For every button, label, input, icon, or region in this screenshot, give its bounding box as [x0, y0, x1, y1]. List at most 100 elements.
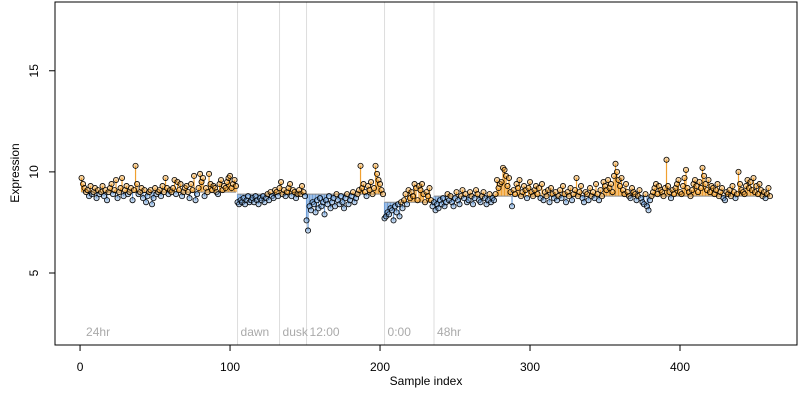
point	[368, 178, 375, 185]
point	[99, 183, 106, 190]
point	[756, 181, 763, 188]
point	[432, 207, 439, 214]
point	[174, 178, 181, 185]
point	[303, 217, 310, 224]
point	[482, 195, 489, 202]
point	[555, 193, 562, 200]
point	[596, 197, 603, 204]
point	[207, 181, 214, 188]
point	[527, 178, 534, 185]
point	[705, 176, 712, 183]
point	[443, 199, 450, 206]
point	[752, 189, 759, 196]
point	[681, 174, 688, 181]
point	[113, 176, 120, 183]
point	[215, 191, 222, 198]
point	[522, 187, 529, 194]
point	[641, 201, 648, 208]
point	[371, 185, 378, 192]
point	[501, 166, 508, 173]
point	[537, 195, 544, 202]
point	[593, 181, 600, 188]
x-tick-label: 200	[370, 360, 390, 374]
point	[399, 205, 406, 212]
point	[558, 195, 565, 202]
point	[93, 195, 100, 202]
point	[636, 187, 643, 194]
point	[504, 183, 511, 190]
point	[675, 176, 682, 183]
point	[170, 185, 177, 192]
point	[642, 191, 649, 198]
point	[573, 174, 580, 181]
point	[603, 187, 610, 194]
plot-frame	[54, 1, 798, 346]
point	[486, 191, 493, 198]
point	[86, 193, 93, 200]
point	[512, 191, 519, 198]
point	[459, 187, 466, 194]
point	[231, 176, 238, 183]
point	[188, 181, 195, 188]
point	[698, 185, 705, 192]
point	[747, 178, 754, 185]
point	[719, 185, 726, 192]
point	[503, 172, 510, 179]
point	[609, 189, 616, 196]
point	[585, 197, 592, 204]
point	[678, 191, 685, 198]
point	[671, 191, 678, 198]
point	[317, 195, 324, 202]
point	[405, 187, 412, 194]
point	[515, 185, 522, 192]
point	[222, 185, 229, 192]
point	[764, 191, 771, 198]
point	[509, 203, 516, 210]
point	[200, 174, 207, 181]
point	[704, 187, 711, 194]
marker-label: 12:00	[310, 325, 340, 339]
marker-label: dusk	[283, 325, 309, 339]
point	[114, 195, 121, 202]
point	[546, 199, 553, 206]
point	[710, 185, 717, 192]
point	[396, 213, 403, 220]
y-tick-label: 5	[27, 269, 41, 276]
y-axis-label: Expression	[8, 143, 22, 202]
marker-label: 0:00	[388, 325, 412, 339]
point	[543, 193, 550, 200]
y-tick-label: 10	[27, 165, 41, 179]
point	[404, 201, 411, 208]
point	[339, 199, 346, 206]
point	[302, 193, 309, 200]
point	[663, 156, 670, 163]
point	[753, 183, 760, 190]
point	[525, 185, 532, 192]
point	[171, 176, 178, 183]
point	[321, 211, 328, 218]
x-tick-label: 0	[77, 360, 84, 374]
point	[729, 183, 736, 190]
point	[737, 181, 744, 188]
point	[380, 191, 387, 198]
point	[218, 176, 225, 183]
point	[545, 187, 552, 194]
x-axis-label: Sample index	[390, 374, 463, 388]
point	[417, 187, 424, 194]
point	[743, 183, 750, 190]
point	[683, 166, 690, 173]
point	[653, 181, 660, 188]
point	[369, 191, 376, 198]
point	[453, 189, 460, 196]
point	[660, 193, 667, 200]
point	[465, 197, 472, 204]
point	[450, 203, 457, 210]
point	[765, 185, 772, 192]
point	[456, 201, 463, 208]
point	[741, 191, 748, 198]
point	[395, 201, 402, 208]
point	[278, 178, 285, 185]
marker-label: dawn	[241, 325, 270, 339]
point	[134, 181, 141, 188]
